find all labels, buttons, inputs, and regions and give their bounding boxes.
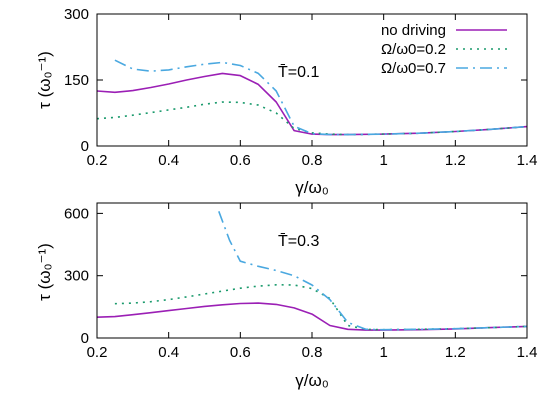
y-axis-label: τ (ω₀⁻¹) xyxy=(35,51,54,109)
x-tick-label: 1.4 xyxy=(517,152,538,169)
x-tick-label: 1.4 xyxy=(517,344,538,361)
x-tick-label: 1 xyxy=(379,152,387,169)
x-tick-label: 0.4 xyxy=(158,152,179,169)
y-tick-label: 300 xyxy=(64,6,89,23)
series-line-1-1 xyxy=(114,284,528,331)
x-tick-label: 0.2 xyxy=(87,344,108,361)
y-tick-label: 600 xyxy=(64,205,89,222)
y-axis-label: τ (ω₀⁻¹) xyxy=(35,243,54,301)
x-tick-label: 0.4 xyxy=(158,344,179,361)
legend-label: Ω/ω0=0.2 xyxy=(381,41,446,58)
legend-label: Ω/ω0=0.7 xyxy=(381,60,446,77)
plot-frame xyxy=(96,202,528,339)
y-tick-label: 0 xyxy=(81,138,89,155)
x-axis-label: γ/ω₀ xyxy=(295,371,329,390)
temperature-annotation: T̄=0.1 xyxy=(278,64,319,81)
x-tick-label: 0.2 xyxy=(87,152,108,169)
x-tick-label: 0.6 xyxy=(230,344,251,361)
y-tick-label: 300 xyxy=(64,268,89,285)
x-tick-label: 0.8 xyxy=(302,152,323,169)
y-tick-label: 0 xyxy=(81,330,89,347)
x-tick-label: 1.2 xyxy=(445,152,466,169)
series-line-1-0 xyxy=(96,302,528,331)
temperature-annotation: T̄=0.3 xyxy=(278,233,319,250)
x-tick-label: 1 xyxy=(379,344,387,361)
y-tick-label: 150 xyxy=(64,72,89,89)
x-tick-label: 0.6 xyxy=(230,152,251,169)
series-line-0-2 xyxy=(114,59,528,136)
series-line-0-1 xyxy=(96,101,528,136)
x-tick-label: 1.2 xyxy=(445,344,466,361)
series-line-1-2 xyxy=(218,211,528,331)
legend-label: no driving xyxy=(381,22,446,39)
x-tick-label: 0.8 xyxy=(302,344,323,361)
series-line-0-0 xyxy=(96,72,528,136)
x-axis-label: γ/ω₀ xyxy=(295,178,329,197)
